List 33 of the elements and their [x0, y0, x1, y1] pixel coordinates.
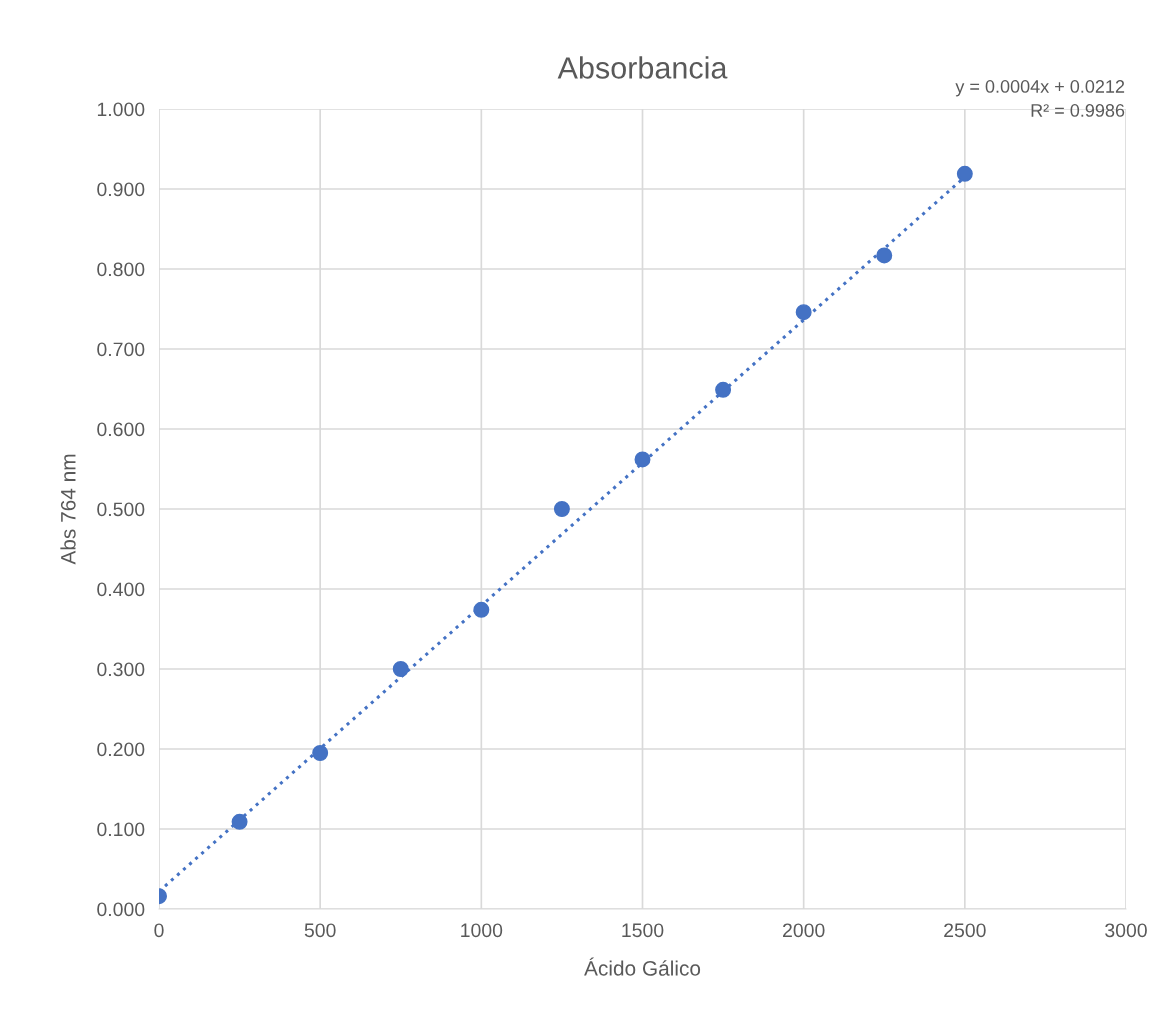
point: [231, 813, 248, 830]
point: [392, 661, 409, 677]
chart-title: Absorbancia: [557, 56, 728, 79]
x-tick-label: 0: [154, 923, 164, 938]
y-axis-title: Abs 764 nm: [60, 454, 76, 565]
point: [473, 601, 490, 618]
x-tick-label: 2000: [783, 923, 825, 938]
point: [553, 501, 570, 517]
y-tick-label: 0.000: [97, 902, 145, 917]
annotation: R² = 0.9986: [1031, 104, 1125, 117]
y-tick-label: 0.700: [97, 342, 145, 357]
y-tick-label: 1.000: [97, 102, 145, 117]
point: [312, 745, 329, 761]
x-tick-label: 2500: [944, 923, 986, 938]
y-tick-label: 0.100: [97, 822, 145, 837]
x-tick-label: 500: [304, 923, 336, 938]
point: [956, 165, 973, 182]
point: [634, 451, 651, 468]
x-axis-title: Ácido Gálico: [584, 957, 701, 976]
y-tick-label: 0.400: [97, 582, 145, 597]
y-tick-label: 0.800: [97, 262, 145, 277]
x-tick-label: 1000: [461, 923, 503, 938]
y-tick-label: 0.900: [97, 182, 145, 197]
y-tick-label: 0.200: [97, 742, 145, 757]
point: [715, 381, 732, 398]
y-tick-label: 0.500: [97, 502, 145, 517]
x-tick-label: 1500: [622, 923, 664, 938]
text: y = 0.0004x + 0.0212: [955, 80, 1125, 97]
y-tick-label: 0.600: [97, 422, 145, 437]
point: [795, 304, 812, 321]
point: [876, 247, 893, 264]
x-tick-label: 3000: [1105, 923, 1147, 938]
y-tick-label: 0.300: [97, 662, 145, 677]
